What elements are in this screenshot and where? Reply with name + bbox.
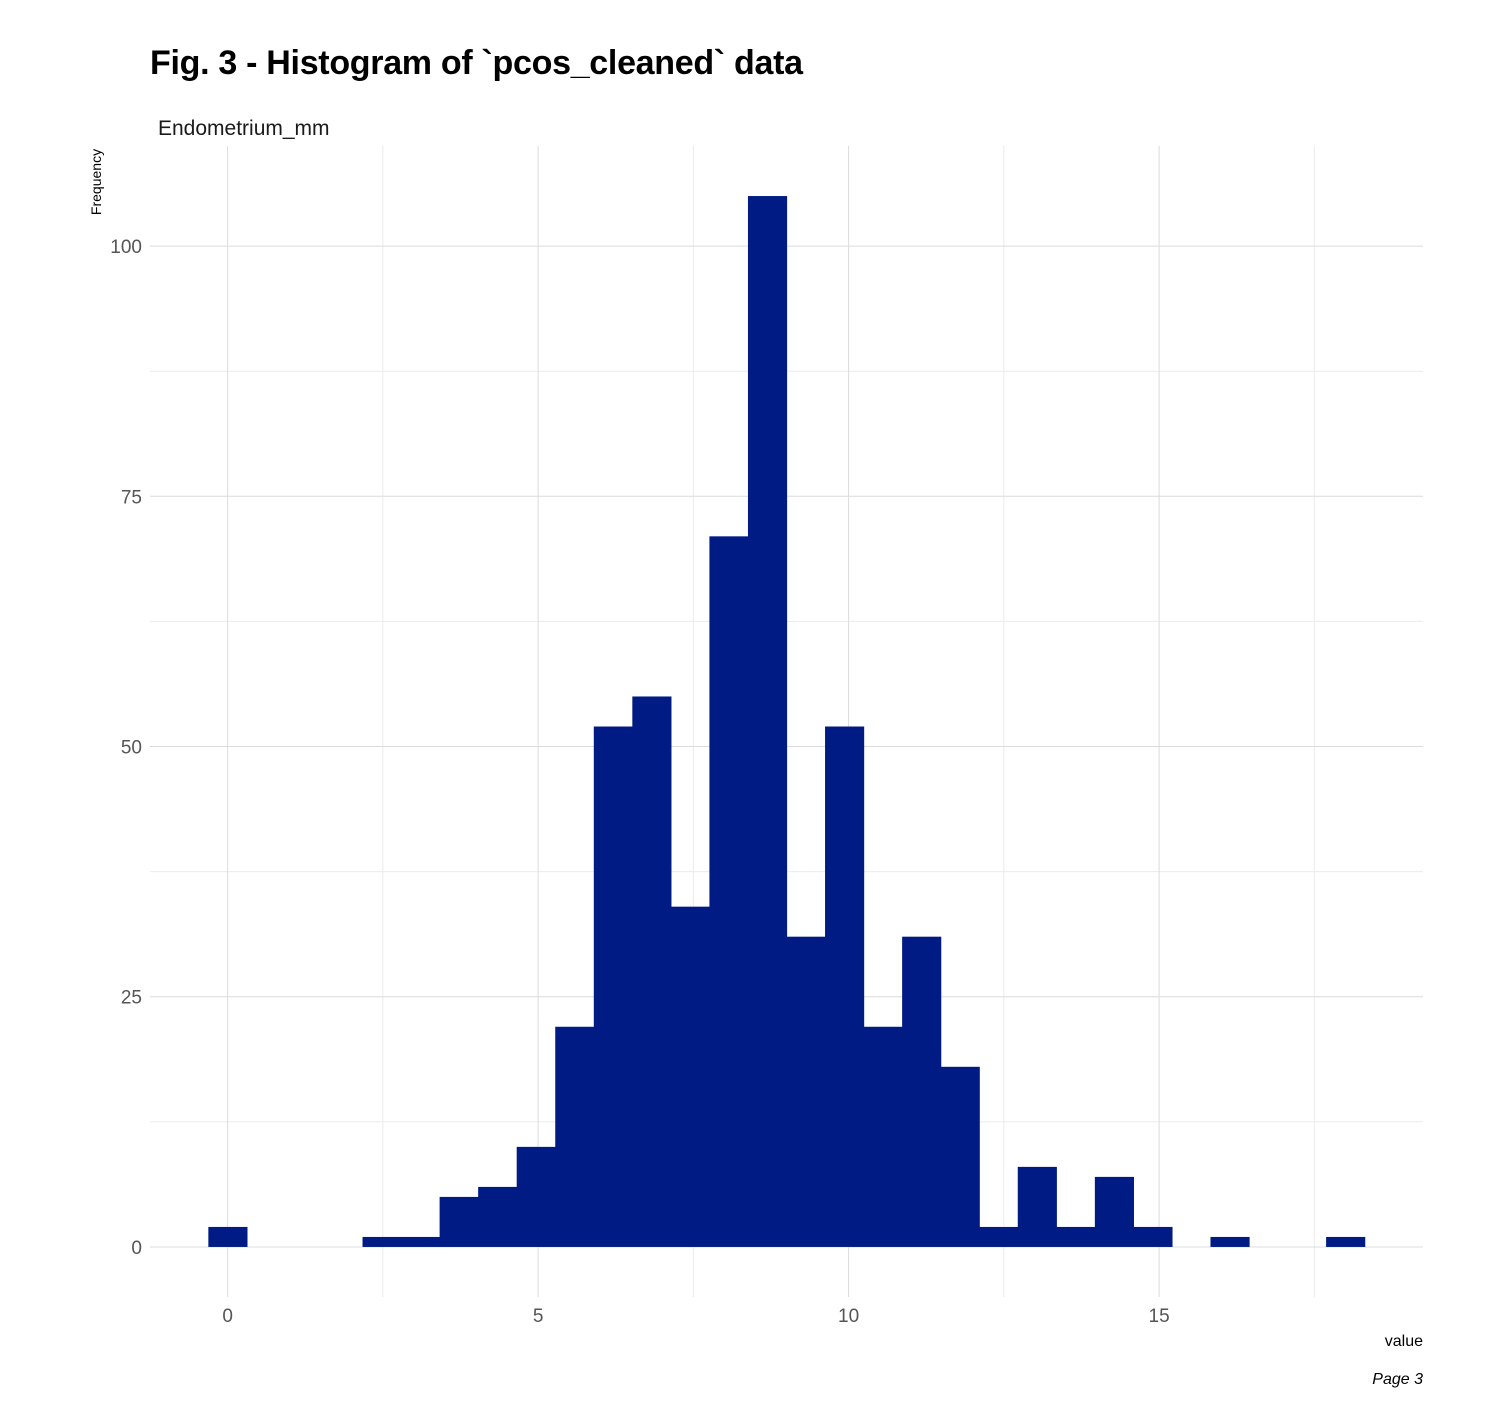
- x-tick-label: 5: [533, 1306, 544, 1327]
- histogram-bar: [555, 1026, 595, 1247]
- histogram-bar: [1017, 1166, 1057, 1247]
- histogram-bar: [1094, 1176, 1134, 1247]
- y-axis-title: Frequency: [88, 149, 104, 215]
- histogram-bars: [208, 196, 1366, 1247]
- histogram-bar: [1326, 1236, 1366, 1247]
- histogram-bar: [709, 536, 749, 1247]
- histogram-bar: [401, 1236, 441, 1247]
- page-caption: Page 3: [1372, 1371, 1423, 1388]
- y-tick-label: 25: [121, 988, 142, 1009]
- histogram-bar: [1133, 1226, 1173, 1247]
- histogram-bar: [902, 936, 942, 1247]
- histogram-bar: [1056, 1226, 1096, 1247]
- histogram-bar: [478, 1186, 518, 1247]
- histogram-bar: [670, 906, 711, 1247]
- x-tick-label: 0: [222, 1306, 233, 1327]
- histogram-bar: [439, 1196, 479, 1247]
- histogram-bar: [786, 936, 826, 1247]
- y-tick-label: 50: [121, 738, 142, 759]
- histogram-bar: [362, 1236, 402, 1247]
- histogram-bar: [747, 196, 788, 1247]
- histogram-bar: [632, 696, 672, 1247]
- histogram-bar: [940, 1066, 980, 1247]
- x-tick-label: 15: [1149, 1306, 1170, 1327]
- y-tick-label: 75: [121, 487, 142, 508]
- x-axis-tick-labels: 0 5 10 15: [222, 1306, 1169, 1327]
- facet-label: Endometrium_mm: [158, 117, 330, 140]
- x-axis-title: value: [1385, 1333, 1423, 1350]
- histogram-bar: [863, 1026, 903, 1247]
- histogram-bar: [979, 1226, 1019, 1247]
- y-tick-label: 100: [110, 237, 142, 258]
- chart-title: Fig. 3 - Histogram of `pcos_cleaned` dat…: [150, 44, 803, 82]
- y-tick-label: 0: [131, 1238, 142, 1259]
- y-axis-tick-labels: 0 25 50 75 100: [110, 237, 142, 1259]
- x-tick-label: 10: [838, 1306, 859, 1327]
- histogram-bar: [593, 726, 633, 1247]
- histogram-bar: [516, 1146, 556, 1247]
- histogram-bar: [825, 726, 865, 1247]
- histogram-bar: [1210, 1236, 1250, 1247]
- histogram-bar: [208, 1226, 248, 1247]
